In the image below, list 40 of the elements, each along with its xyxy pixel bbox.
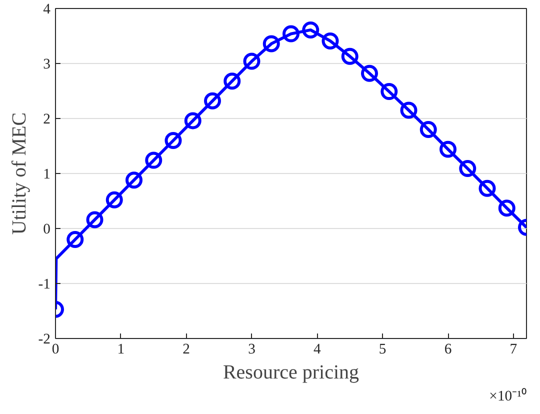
y-tick-label: 2 (43, 112, 50, 128)
point (224, 72, 241, 90)
point (204, 92, 221, 110)
point (184, 112, 202, 130)
x-tick-label: 5 (378, 342, 386, 358)
point (164, 132, 182, 149)
point (322, 32, 339, 50)
x-tick-label: 6 (444, 342, 452, 358)
point (145, 152, 162, 169)
point (361, 64, 378, 82)
point (498, 200, 516, 217)
point (106, 191, 123, 208)
point (478, 180, 496, 197)
point (341, 48, 358, 65)
point (126, 172, 142, 189)
x-tick-label: 7 (510, 342, 518, 358)
point (282, 25, 300, 42)
point (243, 52, 260, 70)
text: ×10⁻¹⁰ (489, 388, 527, 404)
point (380, 83, 398, 100)
y-tick-label: 3 (43, 56, 50, 72)
x-tick-label: 3 (248, 342, 256, 358)
x-tick-label: 2 (182, 342, 190, 358)
y-tick-label: -2 (38, 332, 51, 348)
point (420, 121, 437, 138)
y-tick-label: 4 (43, 2, 52, 18)
point (440, 140, 456, 158)
x-tick-label: 4 (314, 342, 322, 358)
y-tick-label: 0 (43, 222, 50, 238)
point (459, 160, 476, 178)
point (302, 21, 320, 38)
y-axis-title: Utility of MEC (8, 112, 30, 235)
point (86, 211, 104, 228)
point (262, 35, 280, 52)
y-tick-label: -1 (38, 276, 51, 292)
x-tick-label: 1 (117, 342, 125, 358)
x-axis-title: Resource pricing (222, 362, 360, 384)
point (66, 231, 84, 248)
y-tick-label: 1 (43, 166, 50, 182)
point (400, 102, 418, 119)
